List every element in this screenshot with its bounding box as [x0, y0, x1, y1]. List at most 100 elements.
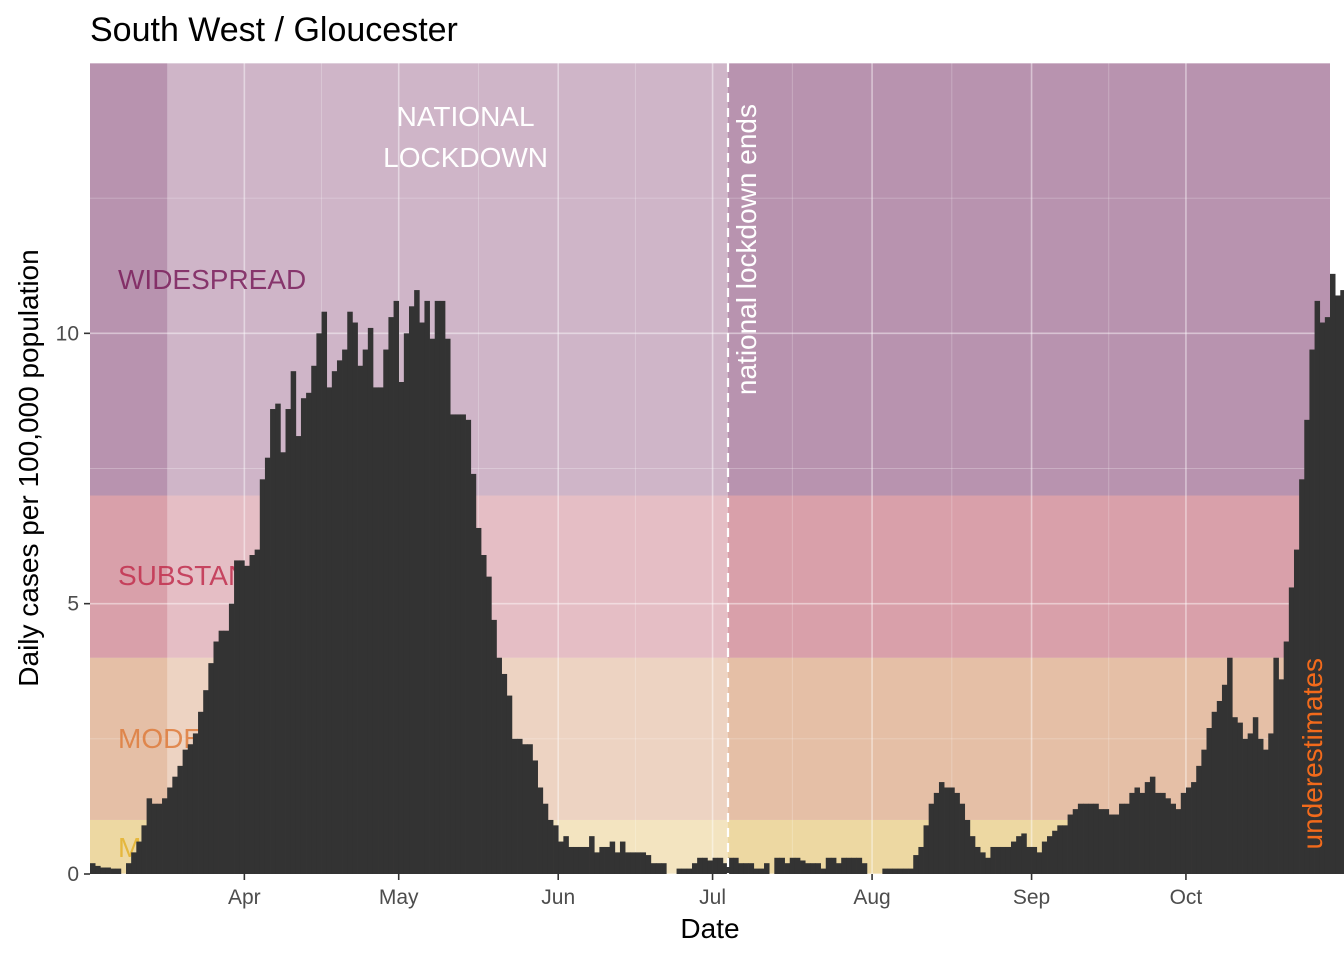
bar: [203, 690, 209, 874]
bar: [1299, 479, 1305, 874]
bar: [897, 868, 904, 874]
bar: [239, 560, 245, 874]
bar: [856, 857, 863, 874]
bar: [697, 857, 703, 874]
bar: [316, 333, 322, 874]
bar: [398, 381, 405, 874]
bar: [702, 857, 708, 874]
bar: [280, 452, 286, 874]
bar: [177, 765, 183, 874]
bar: [491, 619, 497, 874]
bar: [218, 630, 225, 874]
bar: [1010, 841, 1017, 874]
bar: [1124, 803, 1130, 874]
bar: [707, 860, 713, 874]
bar: [1278, 679, 1285, 874]
bar: [306, 392, 312, 874]
bar: [290, 371, 297, 874]
bar: [522, 744, 528, 874]
lockdown-end-label: national lockdown ends: [731, 104, 762, 395]
bar: [738, 863, 744, 874]
bar: [630, 852, 636, 874]
bar: [198, 711, 204, 874]
bar: [733, 857, 739, 874]
bar: [583, 846, 590, 874]
bar: [594, 852, 600, 874]
bar: [496, 657, 502, 874]
bar: [1335, 295, 1341, 874]
bar: [1242, 738, 1249, 874]
bar: [1165, 798, 1171, 874]
bar: [285, 409, 292, 874]
bar: [1103, 809, 1110, 874]
bar: [1052, 830, 1058, 874]
bar: [589, 836, 595, 874]
bar: [1170, 803, 1176, 874]
bar: [625, 852, 631, 874]
bar: [393, 300, 400, 875]
bar: [156, 803, 163, 874]
bar: [558, 841, 564, 874]
bar: [1093, 803, 1099, 874]
bar: [887, 868, 894, 874]
x-tick-label: Jul: [699, 886, 726, 909]
bar: [1072, 809, 1079, 874]
bar: [403, 333, 410, 874]
bar: [352, 322, 358, 874]
bar: [537, 787, 544, 874]
bar: [419, 322, 425, 874]
bar: [481, 555, 487, 874]
bar: [547, 819, 554, 874]
bar: [1309, 349, 1315, 874]
bar: [136, 841, 142, 874]
bar: [367, 327, 374, 875]
bar: [568, 846, 575, 874]
bar: [342, 349, 348, 874]
x-tick-label: Jun: [541, 886, 575, 909]
bar: [604, 846, 611, 874]
bar: [553, 825, 559, 874]
bar: [933, 792, 940, 874]
bar: [758, 868, 765, 874]
bar: [1257, 738, 1264, 874]
bar: [1113, 814, 1120, 874]
bar: [563, 836, 569, 874]
bar: [974, 846, 981, 874]
bar: [455, 414, 461, 874]
bar: [378, 387, 384, 874]
bar: [990, 846, 996, 874]
bar: [1098, 809, 1104, 874]
bar: [1088, 803, 1094, 874]
bar: [985, 857, 991, 874]
x-tick-label: May: [379, 886, 419, 909]
bar: [1108, 814, 1115, 874]
bar: [1273, 657, 1279, 874]
bar: [1283, 641, 1290, 874]
bar: [717, 857, 724, 874]
bar: [1077, 803, 1084, 874]
bar: [892, 868, 899, 874]
bar: [511, 738, 518, 874]
bar: [578, 846, 585, 874]
bar: [445, 338, 451, 874]
bar: [650, 863, 657, 874]
bar: [1201, 749, 1207, 874]
bar: [192, 733, 199, 874]
bar: [388, 317, 394, 874]
bar: [1083, 803, 1089, 874]
bar: [655, 863, 662, 874]
bar: [141, 825, 147, 874]
bar: [162, 798, 168, 874]
bar: [1047, 836, 1053, 874]
bar: [1160, 792, 1166, 874]
bar: [1005, 846, 1012, 874]
bar: [640, 852, 647, 874]
bar: [691, 863, 698, 874]
bar: [527, 744, 533, 874]
bar: [1134, 787, 1140, 874]
bar: [681, 868, 688, 874]
bar: [126, 863, 132, 874]
bar: [1252, 717, 1259, 874]
